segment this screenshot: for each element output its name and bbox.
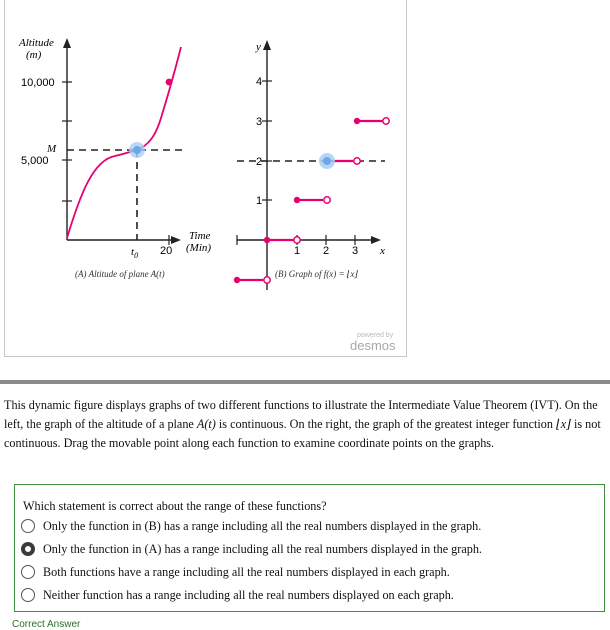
graph-a-xlabel-line2: (Min) <box>186 242 211 254</box>
graph-b-step-3-closed <box>353 117 361 125</box>
description-func-b: ⌊x⌋ <box>556 417 571 431</box>
graph-a-xlabel-line1: Time <box>189 230 211 242</box>
graph-b-step-0-open <box>293 236 301 244</box>
graph-b-movable-point-core[interactable] <box>323 157 331 165</box>
option-a-label: Only the function in (B) has a range inc… <box>43 518 482 533</box>
option-c[interactable]: Both functions have a range including al… <box>21 562 450 582</box>
graph-a-ytick-label-10000: 10,000 <box>21 77 55 89</box>
option-b-radio[interactable] <box>21 542 35 556</box>
graph-a-x-arrow <box>171 236 181 244</box>
graph-a-marker-M: M <box>46 143 57 155</box>
graph-b-step-neg1-closed <box>233 276 241 284</box>
description-part3: is not continuous. Drag the movable poin… <box>4 417 601 450</box>
graph-b-step-0-closed <box>263 236 271 244</box>
graph-b-x-arrow <box>371 236 381 244</box>
section-divider <box>0 380 610 384</box>
graph-a-ytick-label-5000: 5,000 <box>21 155 49 167</box>
question-box: Which statement is correct about the ran… <box>14 484 605 612</box>
option-b-label: Only the function in (A) has a range inc… <box>43 541 482 556</box>
figure-description: This dynamic figure displays graphs of t… <box>4 396 604 453</box>
question-text: Which statement is correct about the ran… <box>23 499 327 513</box>
graph-a-caption: (A) Altitude of plane A(t) <box>75 269 165 279</box>
graph-a-xtick-label-20: 20 <box>160 245 172 257</box>
graph-b-step-1-open <box>323 196 331 204</box>
option-b[interactable]: Only the function in (A) has a range inc… <box>21 539 482 559</box>
graph-b-ytick-label-1: 1 <box>256 195 262 207</box>
option-d-radio[interactable] <box>21 588 35 602</box>
graph-a-curve-endpoint <box>165 78 173 86</box>
graph-a-marker-t: t0 <box>131 246 138 260</box>
description-part2: is continuous. On the right, the graph o… <box>215 417 557 431</box>
graph-b-xtick-label-2: 2 <box>323 245 329 257</box>
option-a-radio[interactable] <box>21 519 35 533</box>
graph-b: y x 1 2 3 4 1 2 3 (B) Graph of f(x) = ⌊x… <box>233 40 390 290</box>
graph-b-ytick-label-3: 3 <box>256 116 262 128</box>
graph-b-xlabel: x <box>379 245 385 257</box>
graph-b-step-3-open <box>382 117 390 125</box>
feedback-label: Correct Answer <box>12 619 81 630</box>
graph-b-ytick-label-4: 4 <box>256 76 262 88</box>
graph-a: Altitude (m) 10,000 5,000 M Time (Min) t… <box>18 37 211 279</box>
graph-canvas[interactable]: Altitude (m) 10,000 5,000 M Time (Min) t… <box>5 0 408 357</box>
option-a[interactable]: Only the function in (B) has a range inc… <box>21 516 481 536</box>
description-part1: This dynamic figure displays graphs of t… <box>4 398 598 431</box>
graph-b-caption: (B) Graph of f(x) = ⌊x⌋ <box>275 269 358 279</box>
watermark-powered-by: powered by <box>357 332 394 339</box>
graph-a-movable-point-core[interactable] <box>133 146 141 154</box>
graph-a-ylabel-line1: Altitude <box>18 37 54 49</box>
graph-a-altitude-curve <box>66 46 182 239</box>
graph-b-step-neg1-open <box>263 276 271 284</box>
graph-a-ylabel-line2: (m) <box>26 49 42 61</box>
graph-b-xtick-label-3: 3 <box>352 245 358 257</box>
option-c-label: Both functions have a range including al… <box>43 564 450 579</box>
option-d-label: Neither function has a range including a… <box>43 587 454 602</box>
graph-b-step-2-open <box>353 157 361 165</box>
graph-b-xtick-label-1: 1 <box>294 245 300 257</box>
graph-b-ytick-label-2: 2 <box>256 156 262 168</box>
graph-a-y-arrow <box>63 38 71 48</box>
option-d[interactable]: Neither function has a range including a… <box>21 585 454 605</box>
graph-b-y-arrow <box>263 40 271 50</box>
desmos-logo: desmos <box>350 338 396 353</box>
description-func-a: A(t) <box>196 417 216 431</box>
graph-b-step-1-closed <box>293 196 301 204</box>
graph-b-ylabel: y <box>255 41 261 53</box>
option-c-radio[interactable] <box>21 565 35 579</box>
graph-panel[interactable]: Altitude (m) 10,000 5,000 M Time (Min) t… <box>4 0 407 357</box>
